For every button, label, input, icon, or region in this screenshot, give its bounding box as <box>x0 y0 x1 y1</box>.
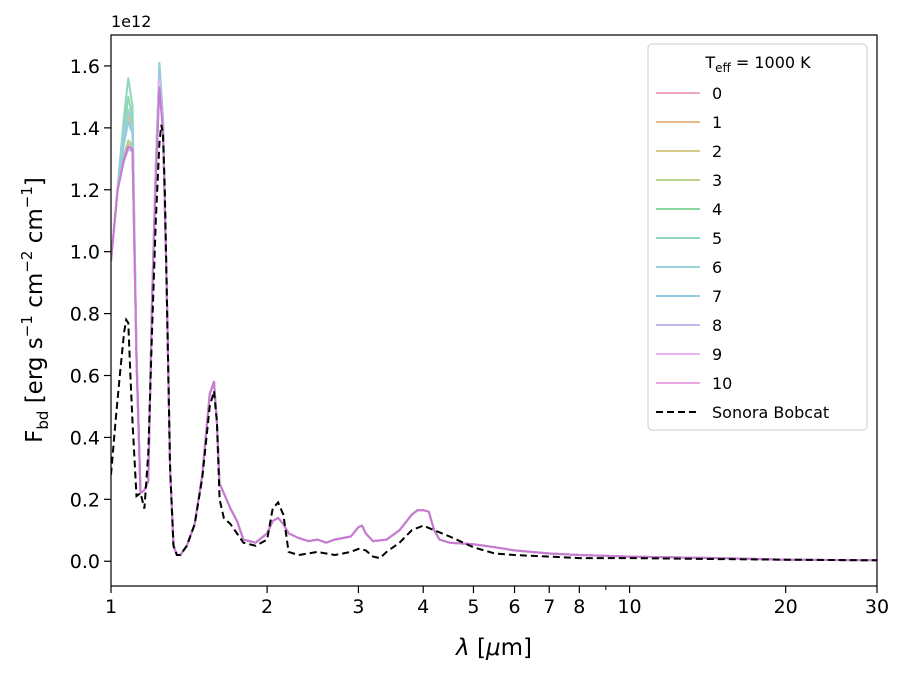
legend-label: 3 <box>712 171 722 190</box>
series-line-overlay <box>111 86 877 562</box>
x-tick-label: 2 <box>261 596 273 618</box>
legend-label: 10 <box>712 374 732 393</box>
y-tick-label: 1.2 <box>70 180 100 202</box>
x-tick-label: 6 <box>508 596 520 618</box>
y-tick-label: 1.0 <box>70 242 100 264</box>
y-axis: 0.0 0.2 0.4 0.6 0.8 1.0 1.2 1.4 1.6 <box>70 56 111 573</box>
y-tick-label: 0.2 <box>70 489 100 511</box>
x-tick-label: 5 <box>467 596 479 618</box>
legend-label: 5 <box>712 229 722 248</box>
legend-label: 6 <box>712 258 722 277</box>
legend-label: 1 <box>712 113 722 132</box>
x-tick-label: 8 <box>573 596 585 618</box>
y-tick-label: 1.4 <box>70 118 100 140</box>
legend-box <box>647 43 868 431</box>
x-tick-label: 7 <box>543 596 555 618</box>
x-tick-label: 10 <box>617 596 641 618</box>
legend-label: 4 <box>712 200 722 219</box>
legend-label: 8 <box>712 316 722 335</box>
y-tick-label: 0.8 <box>70 304 100 326</box>
y-tick-label: 0.6 <box>70 366 100 388</box>
legend-label: 2 <box>712 142 722 161</box>
plot-frame <box>110 34 878 587</box>
reference-series-line <box>111 124 877 562</box>
x-tick-label: 30 <box>865 596 889 618</box>
x-tick-label: 1 <box>105 596 117 618</box>
y-offset-label: 1e12 <box>111 12 151 31</box>
y-axis-label: Fbd [erg s−1 cm−2 cm−1] <box>18 177 52 443</box>
y-tick-label: 0.0 <box>70 551 100 573</box>
x-axis: 1 2 3 4 5 6 7 8 10 20 30 <box>105 586 889 618</box>
x-axis-label: λ [μm] <box>454 635 532 661</box>
legend-label: Sonora Bobcat <box>712 403 829 422</box>
legend-label: 0 <box>712 84 722 103</box>
y-tick-label: 1.6 <box>70 56 100 78</box>
y-tick-label: 0.4 <box>70 427 100 449</box>
legend-label: 9 <box>712 345 722 364</box>
legend: Teff = 1000 K 0 1 2 3 4 5 6 7 8 9 10 Sonora Bobcat <box>647 43 868 431</box>
legend-items: 0 1 2 3 4 5 6 7 8 9 10 Sonora Bobcat <box>656 84 829 422</box>
x-tick-label: 4 <box>417 596 429 618</box>
legend-title: Teff = 1000 K <box>704 53 811 75</box>
x-tick-label: 3 <box>352 596 364 618</box>
legend-label: 7 <box>712 287 722 306</box>
x-tick-label: 20 <box>774 596 798 618</box>
series-group <box>111 61 877 562</box>
